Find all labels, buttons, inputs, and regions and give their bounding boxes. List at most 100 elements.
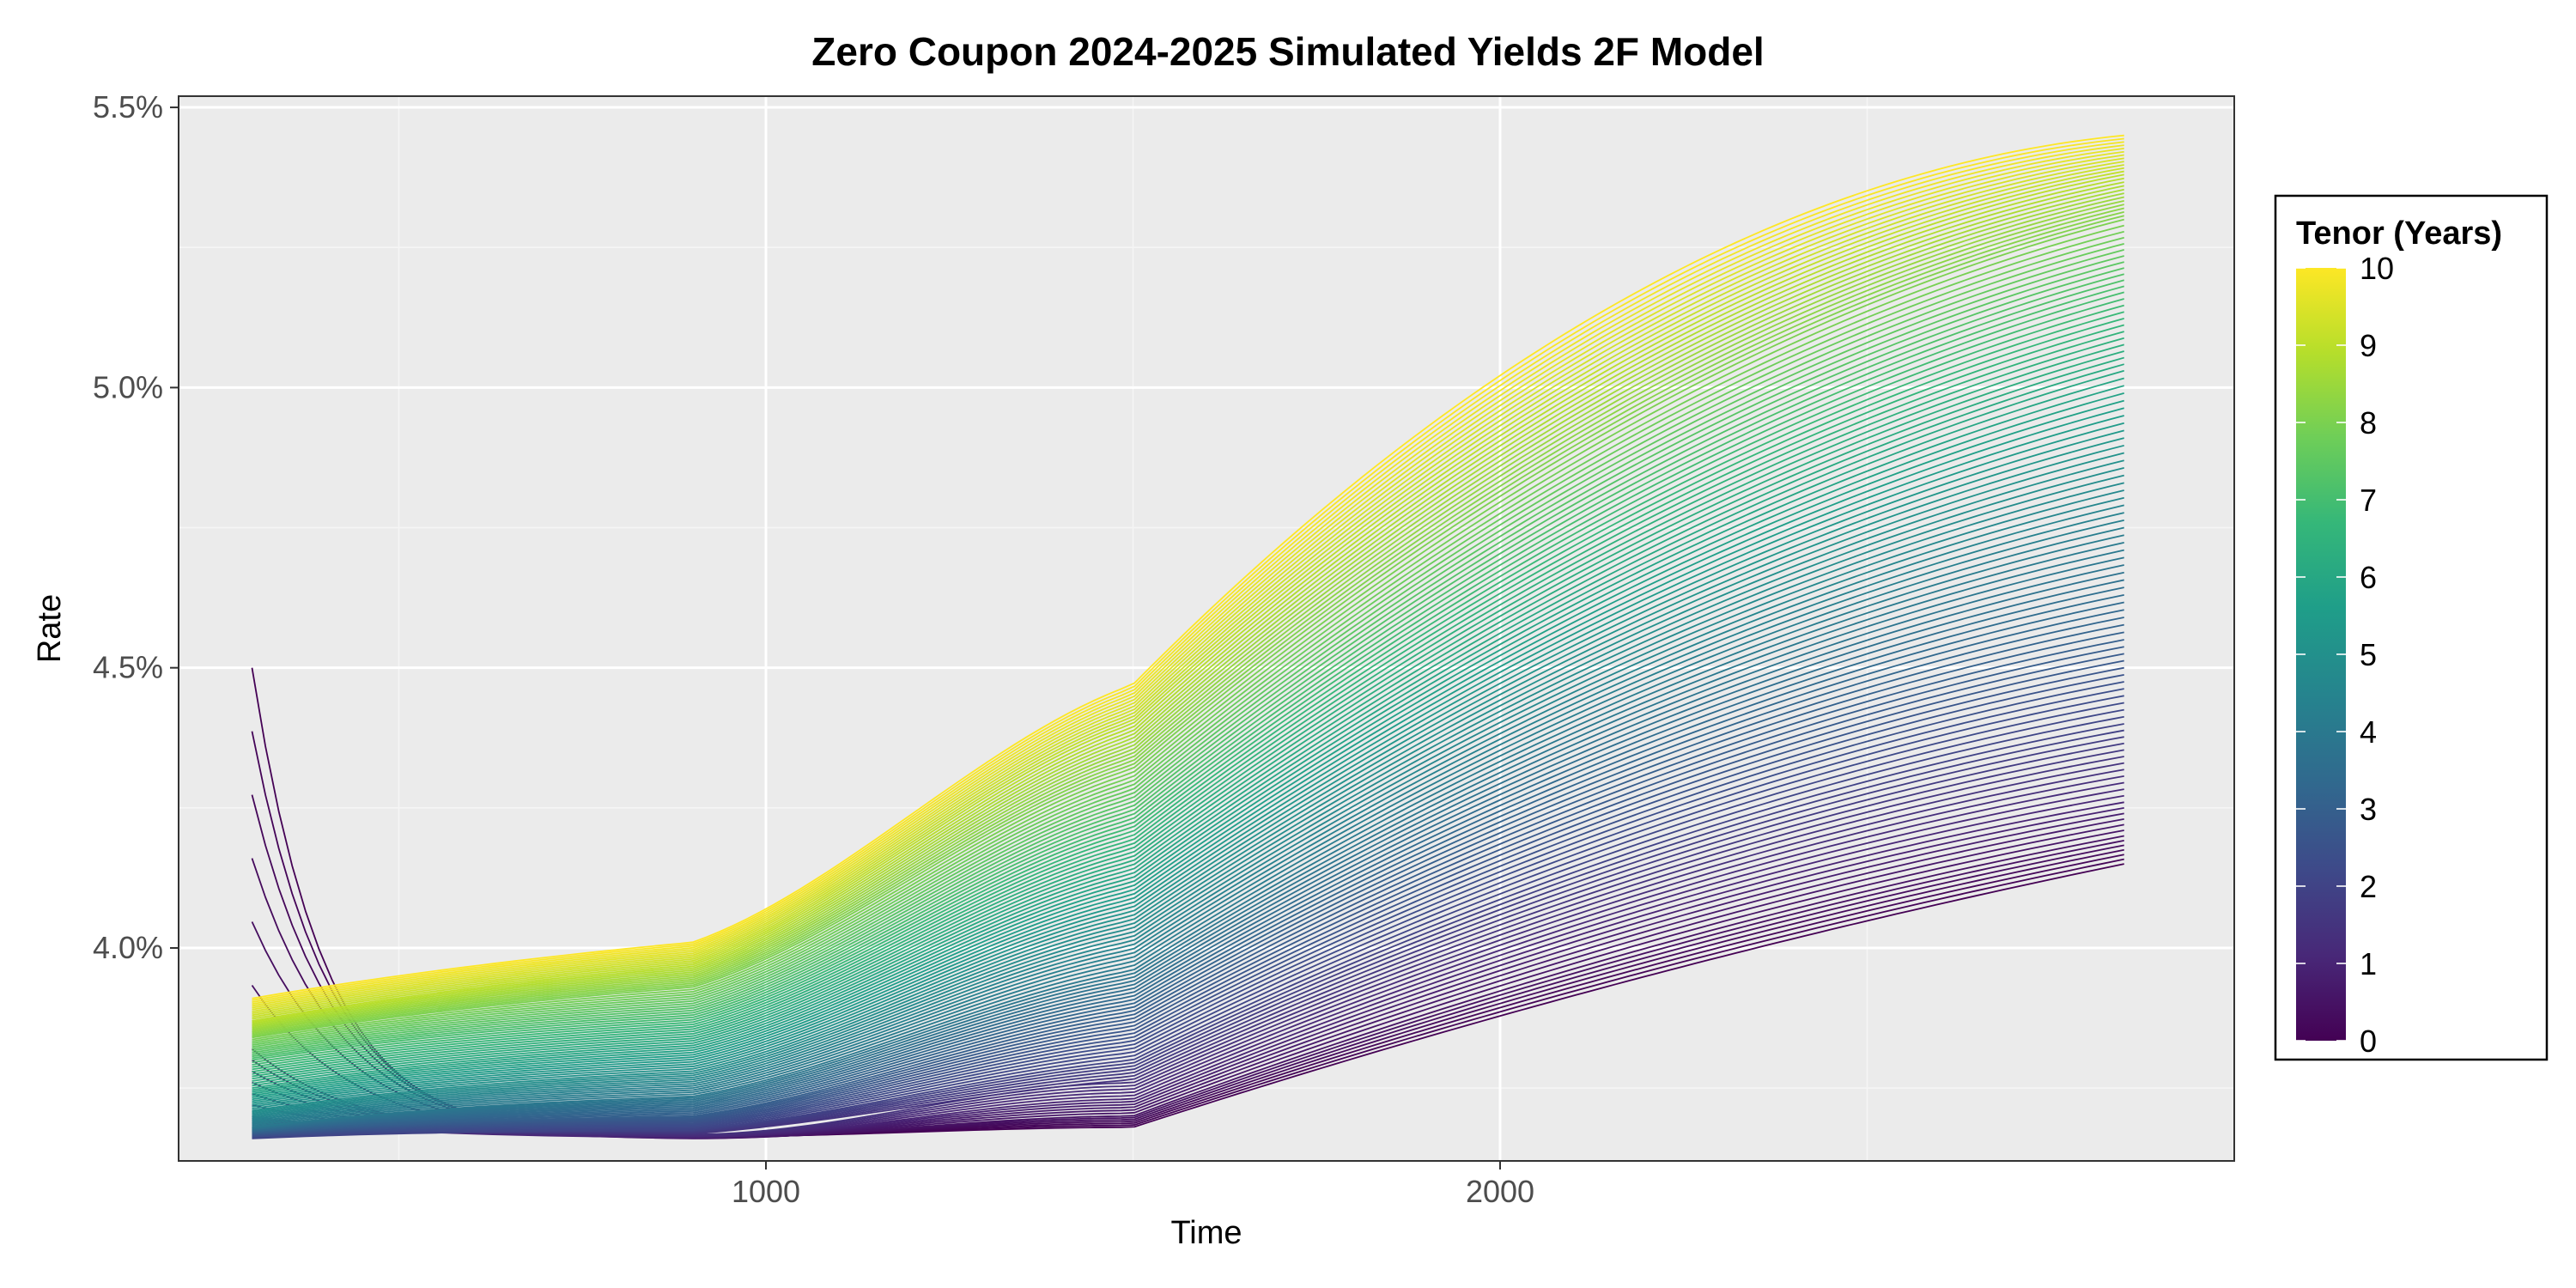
series-line — [252, 343, 2124, 1080]
series-line — [252, 653, 2124, 1135]
series-line — [252, 181, 2124, 1024]
series-line — [252, 723, 2124, 1139]
series-line — [252, 399, 2124, 1097]
series-line — [252, 422, 2124, 1103]
series-line — [252, 207, 2124, 1035]
series-line — [252, 311, 2124, 1068]
y-tick-label: 5.5% — [93, 89, 163, 125]
series-line — [252, 688, 2124, 1138]
series-line — [252, 285, 2124, 1060]
series-line — [252, 161, 2124, 1015]
series-line — [252, 141, 2124, 1003]
series-line — [252, 148, 2124, 1007]
series-line — [252, 154, 2124, 1011]
series-line — [252, 137, 2124, 1001]
colorbar-label: 0 — [2360, 1024, 2377, 1059]
series-line — [252, 273, 2124, 1055]
series-line — [252, 526, 2124, 1124]
series-line — [252, 157, 2124, 1012]
colorbar-label: 5 — [2360, 637, 2377, 672]
x-axis-title: Time — [1170, 1215, 1242, 1251]
series-line — [252, 204, 2124, 1033]
series-line — [252, 467, 2124, 1113]
series-line — [252, 715, 2124, 1139]
series-line — [252, 429, 2124, 1104]
series-line — [252, 324, 2124, 1073]
chart-title: Zero Coupon 2024-2025 Simulated Yields 2… — [811, 29, 1764, 74]
y-axis: 4.0% 4.5% 5.0% 5.5% — [93, 89, 179, 965]
series-line — [252, 646, 2124, 1134]
x-axis: 1000 2000 — [732, 1161, 1534, 1209]
series-line — [252, 377, 2124, 1091]
series-line — [252, 549, 2124, 1128]
x-tick-label: 1000 — [732, 1174, 800, 1209]
series-line — [252, 489, 2124, 1117]
series-line — [252, 337, 2124, 1078]
series-line — [252, 236, 2124, 1044]
series-line — [252, 167, 2124, 1018]
series-line — [252, 249, 2124, 1048]
series-line — [252, 504, 2124, 1120]
colorbar-label: 2 — [2360, 869, 2377, 904]
colorbar-label: 6 — [2360, 560, 2377, 595]
series-line — [252, 609, 2124, 1133]
series-line — [252, 218, 2124, 1039]
series-line — [252, 415, 2124, 1101]
series-line — [252, 331, 2124, 1075]
series-line — [252, 363, 2124, 1087]
series-line — [252, 164, 2124, 1017]
series-line — [252, 482, 2124, 1116]
colorbar-label: 10 — [2360, 251, 2394, 286]
series-line — [252, 564, 2124, 1129]
series-line — [252, 242, 2124, 1047]
series-line — [252, 211, 2124, 1036]
series-line — [252, 304, 2124, 1066]
y-axis-title: Rate — [32, 594, 68, 663]
colorbar-label: 1 — [2360, 946, 2377, 981]
series-line — [252, 631, 2124, 1133]
series-line — [252, 188, 2124, 1028]
y-tick-label: 4.5% — [93, 650, 163, 685]
colorbar-label: 9 — [2360, 328, 2377, 363]
series-line — [252, 291, 2124, 1061]
series-line — [252, 459, 2124, 1112]
series-line — [252, 255, 2124, 1050]
series-line — [252, 666, 2124, 1136]
series-line — [252, 173, 2124, 1022]
series-line — [252, 392, 2124, 1095]
series-line — [252, 298, 2124, 1064]
colorbar-label: 4 — [2360, 714, 2377, 750]
series-line — [252, 695, 2124, 1138]
series-line — [252, 437, 2124, 1106]
series-line — [252, 385, 2124, 1093]
series-line — [252, 196, 2124, 1030]
y-tick-label: 4.0% — [93, 930, 163, 965]
series-line — [252, 170, 2124, 1020]
series-line — [252, 496, 2124, 1119]
series-line — [252, 601, 2124, 1132]
series-line — [252, 708, 2124, 1139]
series-lines — [251, 134, 2124, 1139]
series-line — [252, 177, 2124, 1024]
series-line — [252, 519, 2124, 1123]
series-line — [252, 579, 2124, 1130]
series-line — [252, 192, 2124, 1029]
series-line — [252, 350, 2124, 1082]
series-line — [252, 144, 2124, 1005]
series-line — [252, 534, 2124, 1126]
series-line — [252, 199, 2124, 1032]
series-line — [252, 230, 2124, 1042]
series-line — [252, 369, 2124, 1090]
colorbar-label: 3 — [2360, 792, 2377, 827]
series-line — [252, 261, 2124, 1052]
series-line — [252, 185, 2124, 1026]
series-line — [252, 542, 2124, 1127]
series-line — [252, 593, 2124, 1132]
series-line — [252, 150, 2124, 1009]
series-line — [252, 659, 2124, 1135]
series-line — [252, 407, 2124, 1098]
series-line — [252, 452, 2124, 1109]
series-line — [252, 267, 2124, 1054]
